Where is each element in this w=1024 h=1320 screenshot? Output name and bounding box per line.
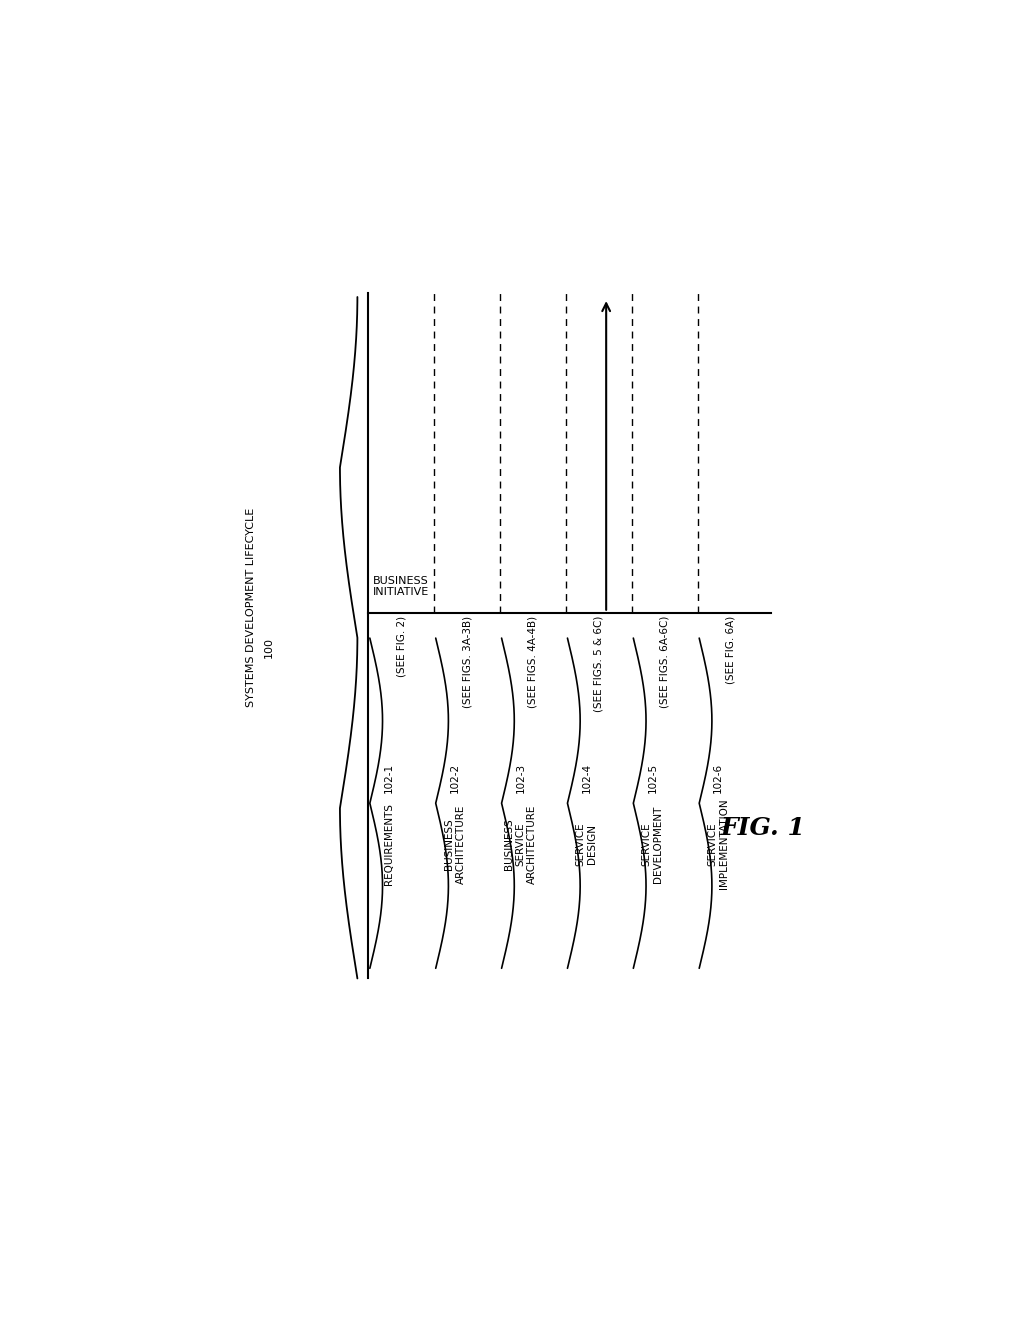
- Text: REQUIREMENTS: REQUIREMENTS: [384, 803, 394, 884]
- Text: 102-3: 102-3: [516, 763, 525, 793]
- Text: FIG. 1: FIG. 1: [721, 816, 805, 841]
- Text: (SEE FIGS. 6A-6C): (SEE FIGS. 6A-6C): [659, 615, 670, 708]
- Text: SERVICE
DEVELOPMENT: SERVICE DEVELOPMENT: [642, 805, 664, 883]
- Text: (SEE FIGS. 3A-3B): (SEE FIGS. 3A-3B): [462, 615, 472, 708]
- Text: (SEE FIG. 6A): (SEE FIG. 6A): [726, 615, 735, 684]
- Text: 102-2: 102-2: [450, 763, 460, 793]
- Text: 102-4: 102-4: [582, 763, 592, 793]
- Text: 100: 100: [263, 638, 273, 659]
- Text: 102-1: 102-1: [384, 763, 394, 793]
- Text: BUSINESS
SERVICE
ARCHITECTURE: BUSINESS SERVICE ARCHITECTURE: [504, 804, 538, 883]
- Text: BUSINESS
ARCHITECTURE: BUSINESS ARCHITECTURE: [444, 804, 466, 883]
- Text: 102-5: 102-5: [647, 763, 657, 793]
- Text: SYSTEMS DEVELOPMENT LIFECYCLE: SYSTEMS DEVELOPMENT LIFECYCLE: [246, 508, 256, 706]
- Text: SERVICE
DESIGN: SERVICE DESIGN: [575, 822, 597, 866]
- Text: SERVICE
IMPLEMENTATION: SERVICE IMPLEMENTATION: [708, 799, 729, 890]
- Text: (SEE FIGS. 5 & 6C): (SEE FIGS. 5 & 6C): [594, 615, 604, 711]
- Text: 102-6: 102-6: [714, 763, 723, 793]
- Text: (SEE FIG. 2): (SEE FIG. 2): [396, 615, 407, 677]
- Text: (SEE FIGS. 4A-4B): (SEE FIGS. 4A-4B): [528, 615, 538, 708]
- Text: BUSINESS
INITIATIVE: BUSINESS INITIATIVE: [373, 576, 429, 598]
